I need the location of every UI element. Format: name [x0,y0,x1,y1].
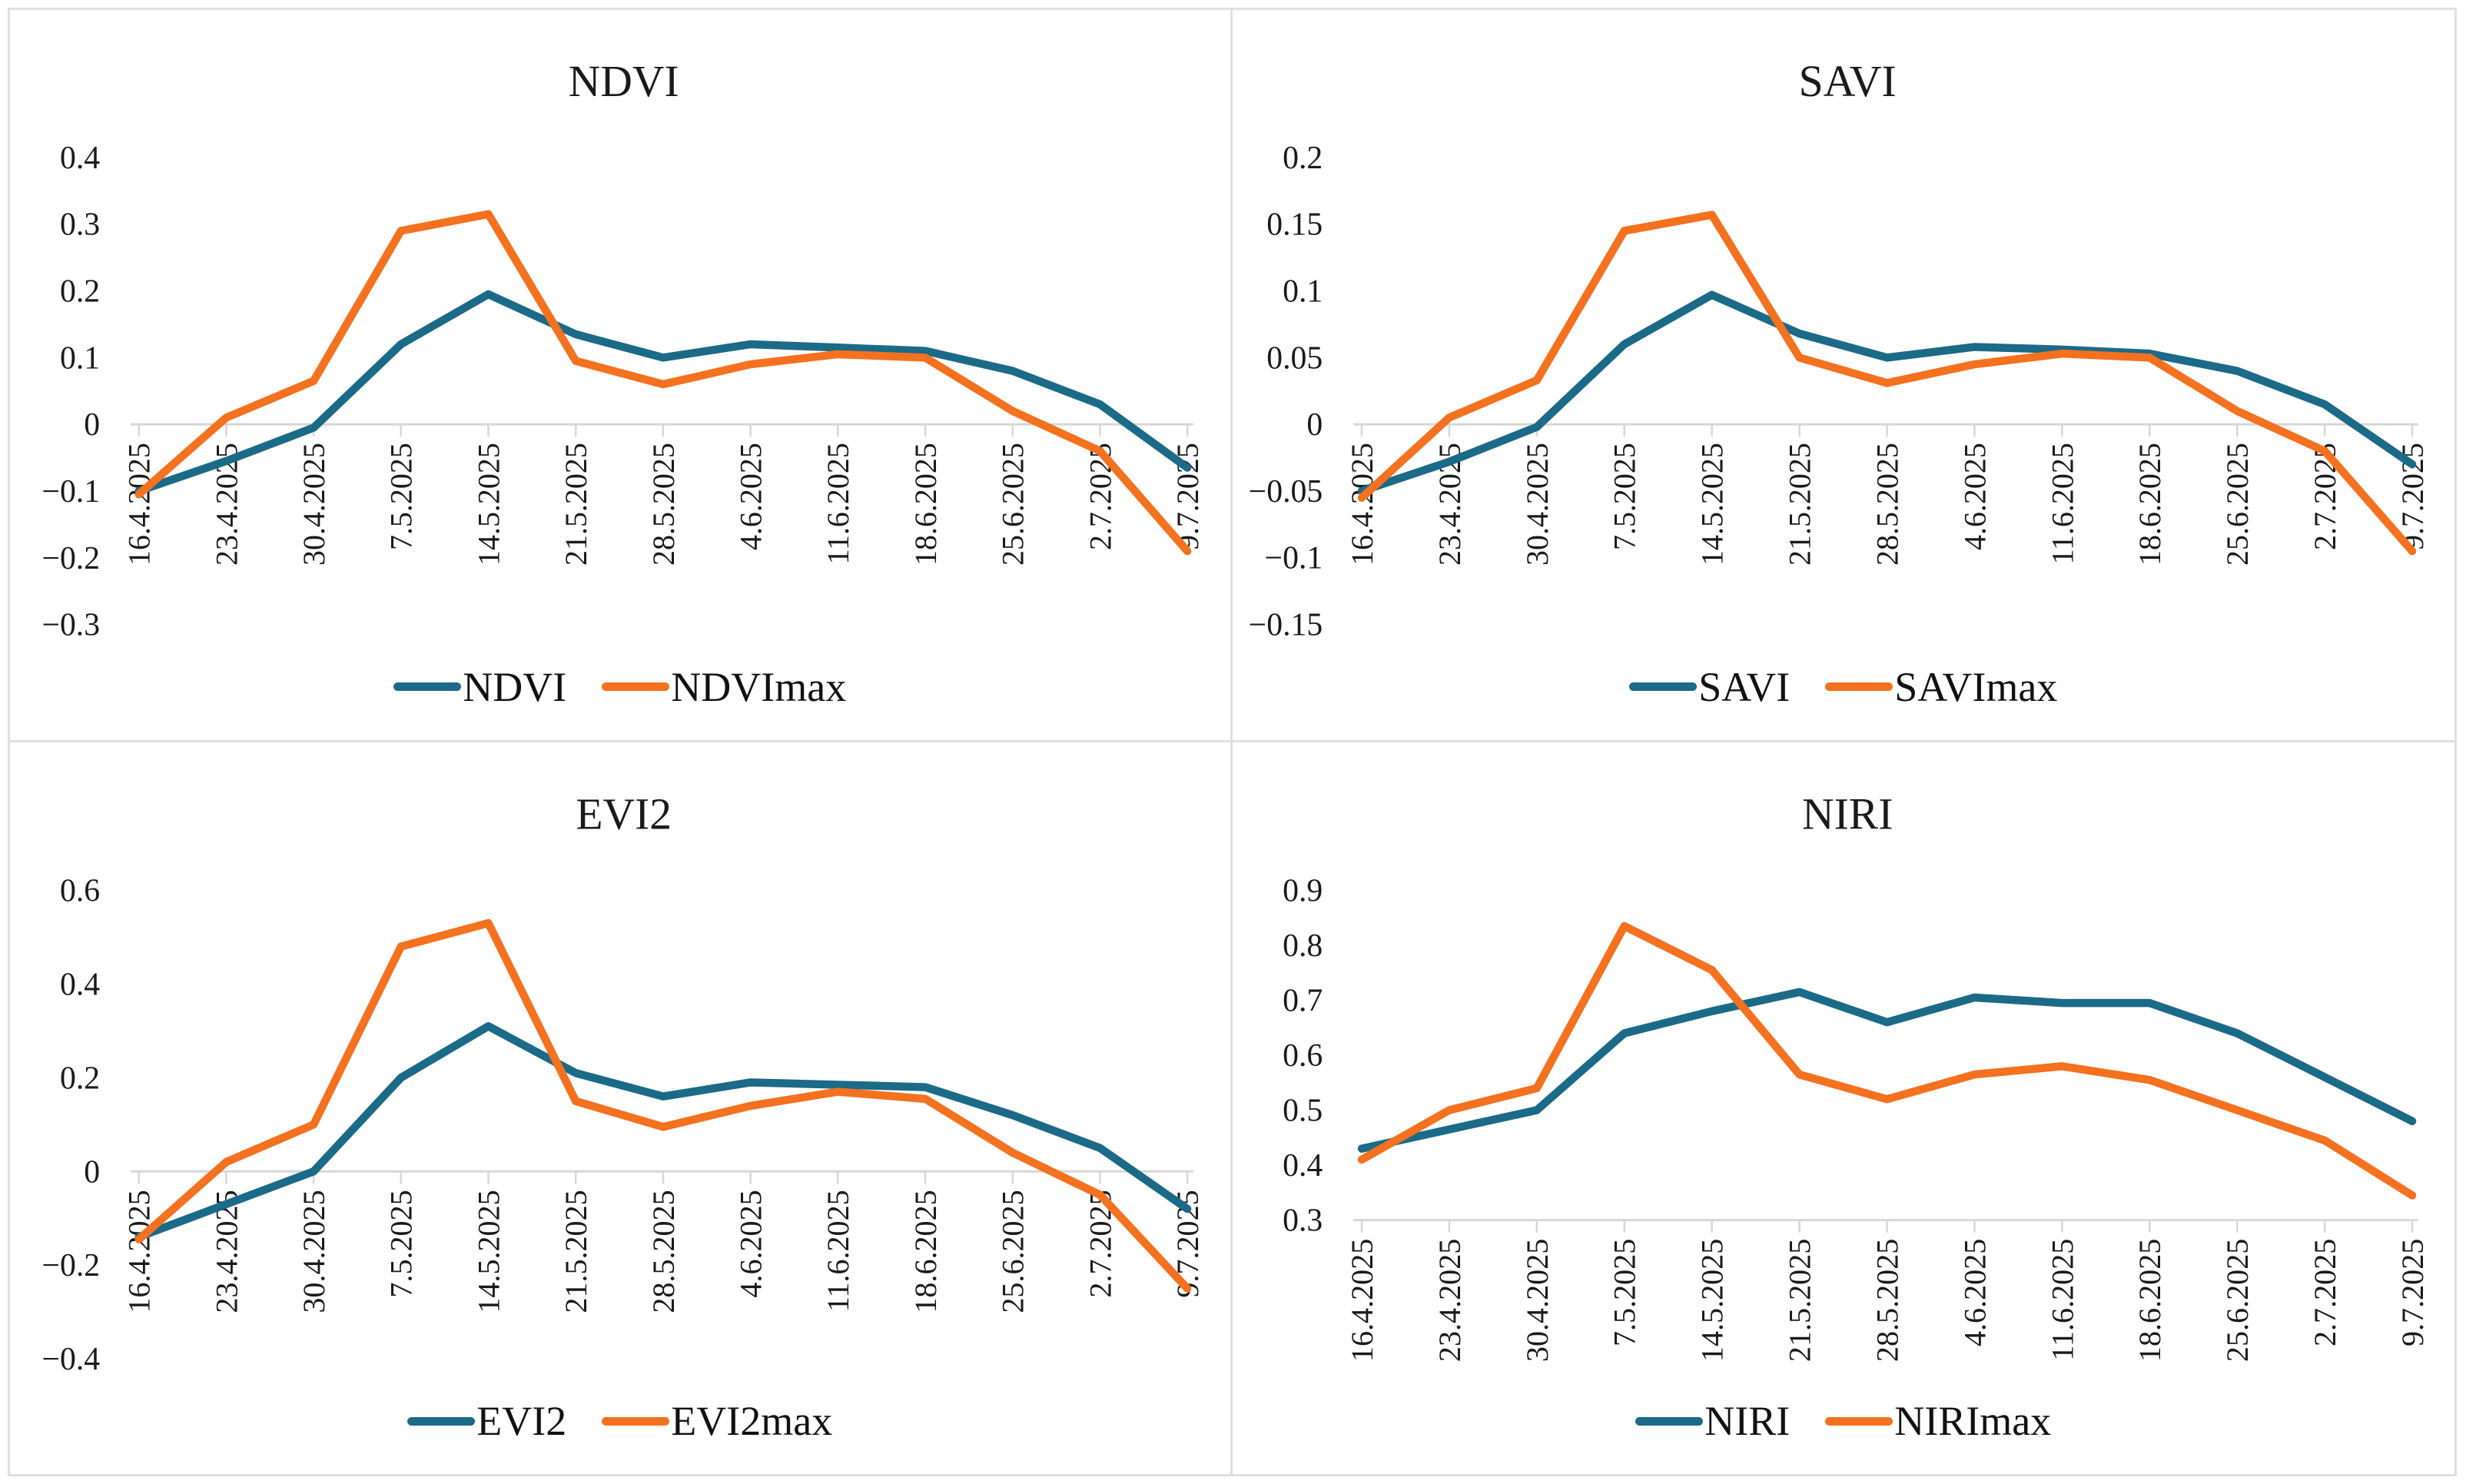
x-axis-label: 4.6.2025 [1957,443,1992,550]
y-axis-label: −0.15 [1248,607,1323,642]
x-axis-label: 4.6.2025 [734,1190,768,1297]
x-axis-label: 30.4.2025 [1519,443,1554,566]
chart-panel-savi: SAVI 0.2 0.15 0.1 0.05 0 −0.05 −0.1 −0.15 16.4.20… [1232,10,2454,742]
y-axis-label: 0.05 [1266,340,1323,376]
y-axis-label: 0.1 [1283,274,1323,309]
x-axis-label: 7.5.2025 [385,443,419,550]
x-axis-label: 16.4.2025 [1345,443,1379,566]
x-axis-label: 25.6.2025 [997,443,1031,566]
x-axis-label: 11.6.2025 [821,1190,855,1312]
y-axis-label: 0.2 [1283,141,1323,176]
chart-panel-evi2: EVI2 0.6 0.4 0.2 0 −0.2 −0.4 16.4.2025 23.4.2025… [10,742,1233,1474]
x-axis-label: 2.7.2025 [2308,1238,2342,1346]
series-line-niri [1357,988,2416,1153]
x-axis-label: 7.5.2025 [384,1190,419,1297]
x-axis-label: 18.6.2025 [2132,1238,2167,1361]
y-axis-label: 0.4 [60,967,100,1002]
x-axis-label: 30.4.2025 [1519,1238,1554,1361]
figure-grid: NDVI 0.4 0.3 0.2 0.1 0 −0.1 −0.2 −0.3 16.4.2025 23… [8,8,2457,1476]
y-axis-label: −0.05 [1248,474,1323,510]
chart-title: SAVI [1798,56,1896,106]
y-axis-label: −0.4 [42,1341,101,1376]
y-axis-label: 0.2 [60,1061,100,1096]
y-axis-label: 0.9 [1283,873,1323,908]
x-axis-label: 16.4.2025 [1345,1238,1379,1361]
y-axis-label: 0 [84,1154,100,1190]
x-axis-label: 25.6.2025 [2220,443,2255,566]
x-axis-label: 14.5.2025 [473,443,506,566]
chart-title: NDVI [569,58,679,106]
x-axis-label: 14.5.2025 [472,1190,506,1313]
niri-line-chart: NIRI 0.9 0.8 0.7 0.6 0.5 0.4 0.3 16.4.2025 23.4.2… [1283,788,2430,1362]
y-axis-label: 0.3 [60,207,100,243]
y-axis-label: 0.4 [60,141,100,176]
x-axis-label: 7.5.2025 [1607,1238,1641,1346]
x-axis-label: 21.5.2025 [1782,443,1817,566]
x-axis-label: 14.5.2025 [1694,1238,1729,1361]
y-axis-label: 0 [1306,407,1323,443]
x-axis-label: 4.6.2025 [1957,1238,1992,1346]
x-axis-label: 18.6.2025 [2132,443,2167,566]
x-axis-label: 11.6.2025 [2045,1238,2079,1360]
x-axis-label: 18.6.2025 [908,1190,943,1313]
x-axis-label: 21.5.2025 [559,443,593,566]
series-line-ndvi [134,290,1192,496]
x-axis-label: 16.4.2025 [123,443,157,566]
x-axis-label: 16.4.2025 [122,1190,157,1313]
y-axis-label: 0.3 [1283,1203,1323,1238]
series-line-savimax [1357,211,2416,556]
x-axis-label: 11.6.2025 [821,443,855,564]
y-axis-label: −0.2 [41,541,100,576]
y-axis-label: 0.1 [60,340,100,376]
x-axis-label: 2.7.2025 [1084,443,1117,550]
series-line-nirimax [1357,921,2416,1200]
series-line-ndvimax [134,210,1192,556]
y-axis-label: 0.6 [1283,1037,1323,1073]
y-axis-label: 0 [84,407,100,443]
chart-title: EVI2 [576,788,672,838]
series-line-evi2 [134,1021,1192,1241]
x-axis-label: 30.4.2025 [297,443,331,566]
chart-title: NIRI [1801,788,1892,838]
x-axis-label: 28.5.2025 [647,443,681,566]
chart-panel-niri: NIRI 0.9 0.8 0.7 0.6 0.5 0.4 0.3 16.4.2025 23.4.2… [1232,742,2454,1474]
x-axis-label: 18.6.2025 [909,443,943,566]
x-axis-label: 25.6.2025 [2220,1238,2255,1361]
x-axis-label: 23.4.2025 [1432,1238,1466,1361]
x-axis-label: 21.5.2025 [559,1190,593,1313]
x-axis-label: 28.5.2025 [646,1190,681,1313]
chart-panel-ndvi: NDVI 0.4 0.3 0.2 0.1 0 −0.1 −0.2 −0.3 16.4.2025 23… [10,10,1233,742]
y-axis-label: −0.3 [41,607,100,642]
x-axis-label: 9.7.2025 [2395,1238,2430,1346]
x-axis-label: 28.5.2025 [1870,443,1904,566]
y-axis-label: 0.5 [1283,1093,1323,1128]
y-axis-label: 0.6 [60,873,100,908]
y-axis-label: −0.2 [42,1248,101,1283]
y-axis-label: −0.1 [1264,541,1323,576]
savi-line-chart: SAVI 0.2 0.15 0.1 0.05 0 −0.05 −0.1 −0.15 16.4.20… [1248,56,2429,643]
x-axis-label: 2.7.2025 [2308,443,2342,550]
x-axis-label: 28.5.2025 [1870,1238,1904,1361]
series-line-savi [1357,290,2416,496]
x-axis-label: 7.5.2025 [1607,443,1641,550]
y-axis-label: 0.2 [60,274,100,309]
series-line-evi2max [134,918,1192,1293]
x-axis-label: 21.5.2025 [1782,1238,1817,1361]
x-axis-label: 30.4.2025 [297,1190,331,1313]
x-axis-label: 11.6.2025 [2045,443,2079,564]
y-axis-label: 0.7 [1283,983,1323,1018]
x-axis-label: 14.5.2025 [1694,443,1729,566]
y-axis-label: 0.15 [1266,207,1323,243]
x-axis-label: 4.6.2025 [735,443,768,550]
x-axis-label: 25.6.2025 [996,1190,1031,1313]
y-axis-label: 0.8 [1283,928,1323,963]
y-axis-label: 0.4 [1283,1147,1323,1183]
y-axis-label: −0.1 [41,474,100,510]
